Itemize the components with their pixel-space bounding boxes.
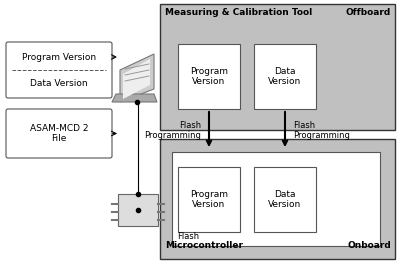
FancyBboxPatch shape: [172, 152, 380, 246]
Text: Flash: Flash: [177, 232, 199, 241]
Text: Program
Version: Program Version: [190, 190, 228, 209]
Polygon shape: [123, 59, 150, 99]
Text: Flash
Programming: Flash Programming: [293, 121, 350, 140]
FancyBboxPatch shape: [178, 167, 240, 232]
Text: Data
Version: Data Version: [268, 190, 302, 209]
FancyBboxPatch shape: [160, 4, 395, 130]
FancyBboxPatch shape: [118, 194, 158, 226]
Polygon shape: [112, 94, 157, 102]
Text: Microcontroller: Microcontroller: [165, 241, 243, 250]
FancyBboxPatch shape: [6, 42, 112, 98]
Polygon shape: [120, 54, 154, 102]
FancyBboxPatch shape: [6, 109, 112, 158]
FancyBboxPatch shape: [254, 167, 316, 232]
Text: Data Version: Data Version: [30, 78, 88, 87]
FancyBboxPatch shape: [254, 44, 316, 109]
FancyBboxPatch shape: [160, 139, 395, 259]
Text: Offboard: Offboard: [346, 8, 391, 17]
Text: Data
Version: Data Version: [268, 67, 302, 86]
FancyBboxPatch shape: [178, 44, 240, 109]
Text: Measuring & Calibration Tool: Measuring & Calibration Tool: [165, 8, 312, 17]
Text: Program
Version: Program Version: [190, 67, 228, 86]
Text: Program Version: Program Version: [22, 53, 96, 62]
Text: Flash
Programming: Flash Programming: [144, 121, 201, 140]
Text: Onboard: Onboard: [347, 241, 391, 250]
Text: ASAM-MCD 2
File: ASAM-MCD 2 File: [30, 124, 88, 143]
